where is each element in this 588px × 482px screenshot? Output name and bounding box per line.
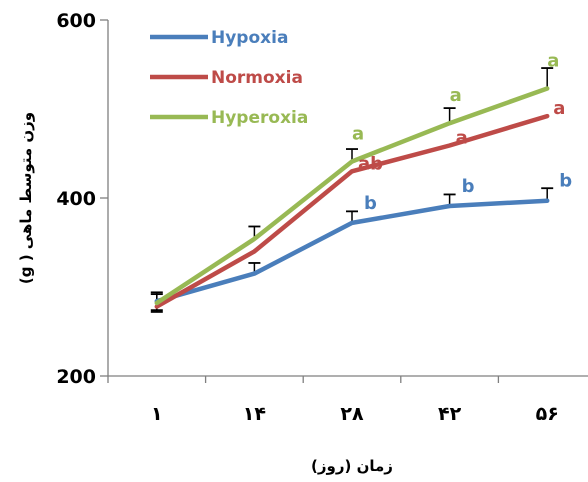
x-tick-label: ۴۲	[438, 403, 462, 425]
data-label: a	[352, 124, 364, 145]
y-tick-label: 400	[56, 188, 96, 210]
data-label: b	[364, 193, 377, 214]
legend-label: Hyperoxia	[211, 108, 308, 128]
x-tick-label: ۱۴	[243, 403, 266, 425]
data-label: a	[547, 51, 559, 72]
x-tick-label: ۱	[151, 403, 163, 425]
data-label: a	[450, 85, 462, 106]
data-label: a	[553, 98, 565, 119]
legend: Hypoxia Normoxia Hyperoxia	[150, 28, 308, 128]
data-label: b	[462, 176, 475, 197]
y-tick-label: 200	[56, 366, 96, 388]
y-ticks: 200 400 600	[56, 10, 108, 388]
data-label: a	[456, 127, 468, 148]
y-axis-title: وزن متوسط ماهی ( g)	[17, 112, 35, 284]
x-tick-label: ۲۸	[340, 403, 364, 425]
x-tick-label: ۵۶	[536, 403, 559, 425]
y-tick-label: 600	[56, 10, 96, 32]
legend-label: Hypoxia	[211, 28, 288, 48]
data-label: b	[559, 171, 572, 192]
x-ticks: ۱ ۱۴ ۲۸ ۴۲ ۵۶	[108, 376, 559, 425]
x-axis-title: زمان (روز)	[311, 457, 393, 475]
legend-label: Normoxia	[211, 68, 303, 88]
data-label: ab	[358, 153, 383, 174]
